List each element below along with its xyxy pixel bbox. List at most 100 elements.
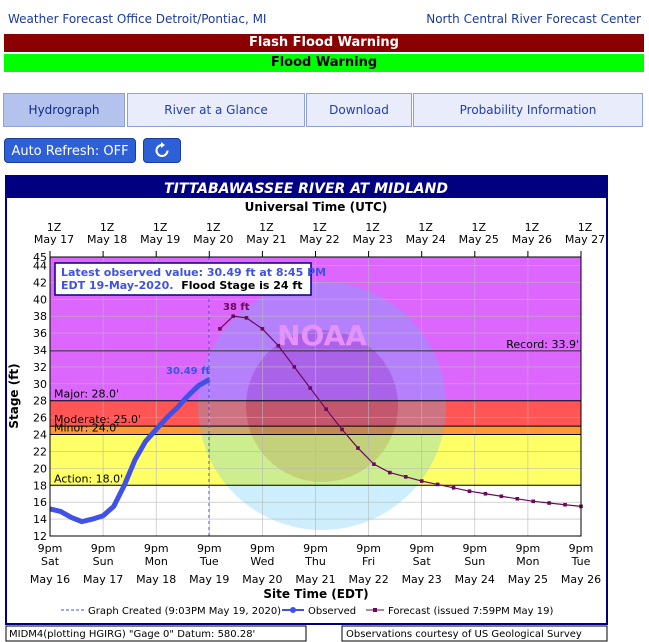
datum-box xyxy=(5,625,307,642)
reload-button[interactable] xyxy=(143,138,181,163)
forecast-peak-label: 38 ft xyxy=(223,302,250,313)
y-tick-16: 44 xyxy=(33,259,47,272)
y-tick-3: 18 xyxy=(33,479,47,492)
bottom-tick-date-3: May 19 xyxy=(189,573,229,586)
forecast-point-4 xyxy=(276,343,281,348)
top-tick-hour-2: 1Z xyxy=(153,221,168,234)
tab-hydrograph[interactable]: Hydrograph xyxy=(3,93,125,127)
y-tick-7: 26 xyxy=(33,412,47,425)
forecast-point-8 xyxy=(340,427,344,432)
bottom-tick-day-0: Sat xyxy=(41,555,60,568)
latest-observed-line2: EDT 19-May-2020. Flood Stage is 24 ft xyxy=(61,279,302,292)
forecast-point-16 xyxy=(467,489,472,493)
observed-value-label: 30.49 ft xyxy=(166,366,210,377)
flood-warning-banner[interactable]: Flood Warning xyxy=(4,54,644,72)
wfo-link[interactable]: Weather Forecast Office Detroit/Pontiac,… xyxy=(8,12,267,26)
flood-stage-note: Flood Stage is 24 ft xyxy=(181,279,302,292)
forecast-point-19 xyxy=(515,497,520,501)
top-tick-hour-3: 1Z xyxy=(206,221,221,234)
bottom-tick-day-8: Sun xyxy=(464,555,485,568)
bottom-tick-date-10: May 26 xyxy=(561,573,601,586)
latest-observed-line1: Latest observed value: 30.49 ft at 8:45 … xyxy=(61,266,326,279)
tab-download[interactable]: Download xyxy=(306,93,412,127)
tab-bar: Hydrograph River at a Glance Download Pr… xyxy=(3,93,643,127)
y-tick-14: 40 xyxy=(33,293,47,306)
bottom-tick-time-0: 9pm xyxy=(38,542,63,555)
band-label-0: Action: 18.0' xyxy=(54,472,123,485)
bottom-tick-date-0: May 16 xyxy=(30,573,70,586)
datum-text: MIDM4(plotting HGIRG) "Gage 0" Datum: 58… xyxy=(9,629,255,640)
bottom-tick-time-3: 9pm xyxy=(197,542,222,555)
top-tick-date-8: May 25 xyxy=(459,233,499,246)
chart-legend: Graph Created (9:03PM May 19, 2020) Obse… xyxy=(61,606,553,617)
top-tick-hour-8: 1Z xyxy=(472,221,487,234)
tab-river-at-a-glance[interactable]: River at a Glance xyxy=(127,93,305,127)
forecast-point-5 xyxy=(292,365,297,369)
bottom-tick-day-6: Fri xyxy=(362,555,375,568)
top-axis-title: Universal Time (UTC) xyxy=(245,200,388,214)
forecast-point-10 xyxy=(372,462,376,466)
top-tick-date-3: May 20 xyxy=(193,233,233,246)
y-tick-4: 20 xyxy=(33,462,47,475)
x-axis-label: Site Time (EDT) xyxy=(263,587,368,601)
legend-observed: Observed xyxy=(308,606,356,617)
latest-observed-box xyxy=(54,262,312,296)
forecast-point-9 xyxy=(356,446,360,450)
top-tick-date-10: May 27 xyxy=(565,233,605,246)
forecast-point-14 xyxy=(435,482,440,487)
band-label-3: Major: 28.0' xyxy=(54,388,119,401)
legend-forecast: Forecast (issued 7:59PM May 19) xyxy=(388,606,553,617)
y-tick-15: 42 xyxy=(33,276,47,289)
bottom-tick-time-1: 9pm xyxy=(91,542,116,555)
y-axis-label: Stage (ft) xyxy=(7,363,21,428)
band-labels: Action: 18.0' Minor: 24.0'Moderate: 25.0'… xyxy=(50,388,581,486)
top-bar: Weather Forecast Office Detroit/Pontiac,… xyxy=(0,0,649,34)
forecast-point-22 xyxy=(563,502,567,507)
flash-flood-warning-banner[interactable]: Flash Flood Warning xyxy=(4,34,644,52)
bottom-tick-time-9: 9pm xyxy=(516,542,541,555)
y-tick-0: 12 xyxy=(33,530,47,543)
forecast-point-3 xyxy=(260,327,265,331)
top-tick-hour-7: 1Z xyxy=(418,221,433,234)
forecast-point-0 xyxy=(218,327,222,331)
forecast-point-18 xyxy=(499,494,504,499)
top-tick-date-0: May 17 xyxy=(34,233,74,246)
auto-refresh-button[interactable]: Auto Refresh: OFF xyxy=(4,138,136,163)
forecast-point-2 xyxy=(244,316,249,320)
bottom-tick-date-1: May 17 xyxy=(83,573,123,586)
top-tick-date-6: May 23 xyxy=(352,233,392,246)
legend-observed-marker xyxy=(290,607,296,613)
record-label: Record: 33.9' xyxy=(506,338,579,351)
y-tick-8: 28 xyxy=(33,395,47,408)
forecast-point-1 xyxy=(231,314,235,318)
top-tick-hour-9: 1Z xyxy=(525,221,540,234)
bottom-tick-day-4: Wed xyxy=(250,555,274,568)
top-tick-hour-1: 1Z xyxy=(100,221,115,234)
y-tick-13: 38 xyxy=(33,310,47,323)
y-tick-5: 22 xyxy=(33,445,47,458)
tab-probability-information[interactable]: Probability Information xyxy=(413,93,643,127)
ncrfc-link[interactable]: North Central River Forecast Center xyxy=(426,12,641,26)
top-tick-hour-5: 1Z xyxy=(312,221,327,234)
top-tick-date-7: May 24 xyxy=(406,233,446,246)
y-tick-2: 16 xyxy=(33,496,47,509)
svg-text:NOAA: NOAA xyxy=(277,319,367,352)
plot-border xyxy=(49,256,582,537)
y-tick-1: 14 xyxy=(33,513,47,526)
forecast-point-21 xyxy=(547,501,551,505)
bottom-tick-day-3: Tue xyxy=(199,555,219,568)
top-tick-date-1: May 18 xyxy=(87,233,127,246)
bottom-tick-time-6: 9pm xyxy=(356,542,381,555)
bottom-tick-date-8: May 24 xyxy=(455,573,495,586)
band-label-2: Moderate: 25.0' xyxy=(54,413,141,426)
noaa-watermark: NOAA xyxy=(198,282,446,530)
credit-box xyxy=(341,625,608,642)
legend-forecast-marker xyxy=(373,608,377,612)
bottom-tick-day-10: Tue xyxy=(571,555,591,568)
bottom-tick-time-8: 9pm xyxy=(462,542,487,555)
forecast-point-11 xyxy=(388,470,392,475)
bottom-tick-day-9: Mon xyxy=(516,555,539,568)
top-tick-date-4: May 21 xyxy=(246,233,286,246)
forecast-point-20 xyxy=(531,499,536,504)
